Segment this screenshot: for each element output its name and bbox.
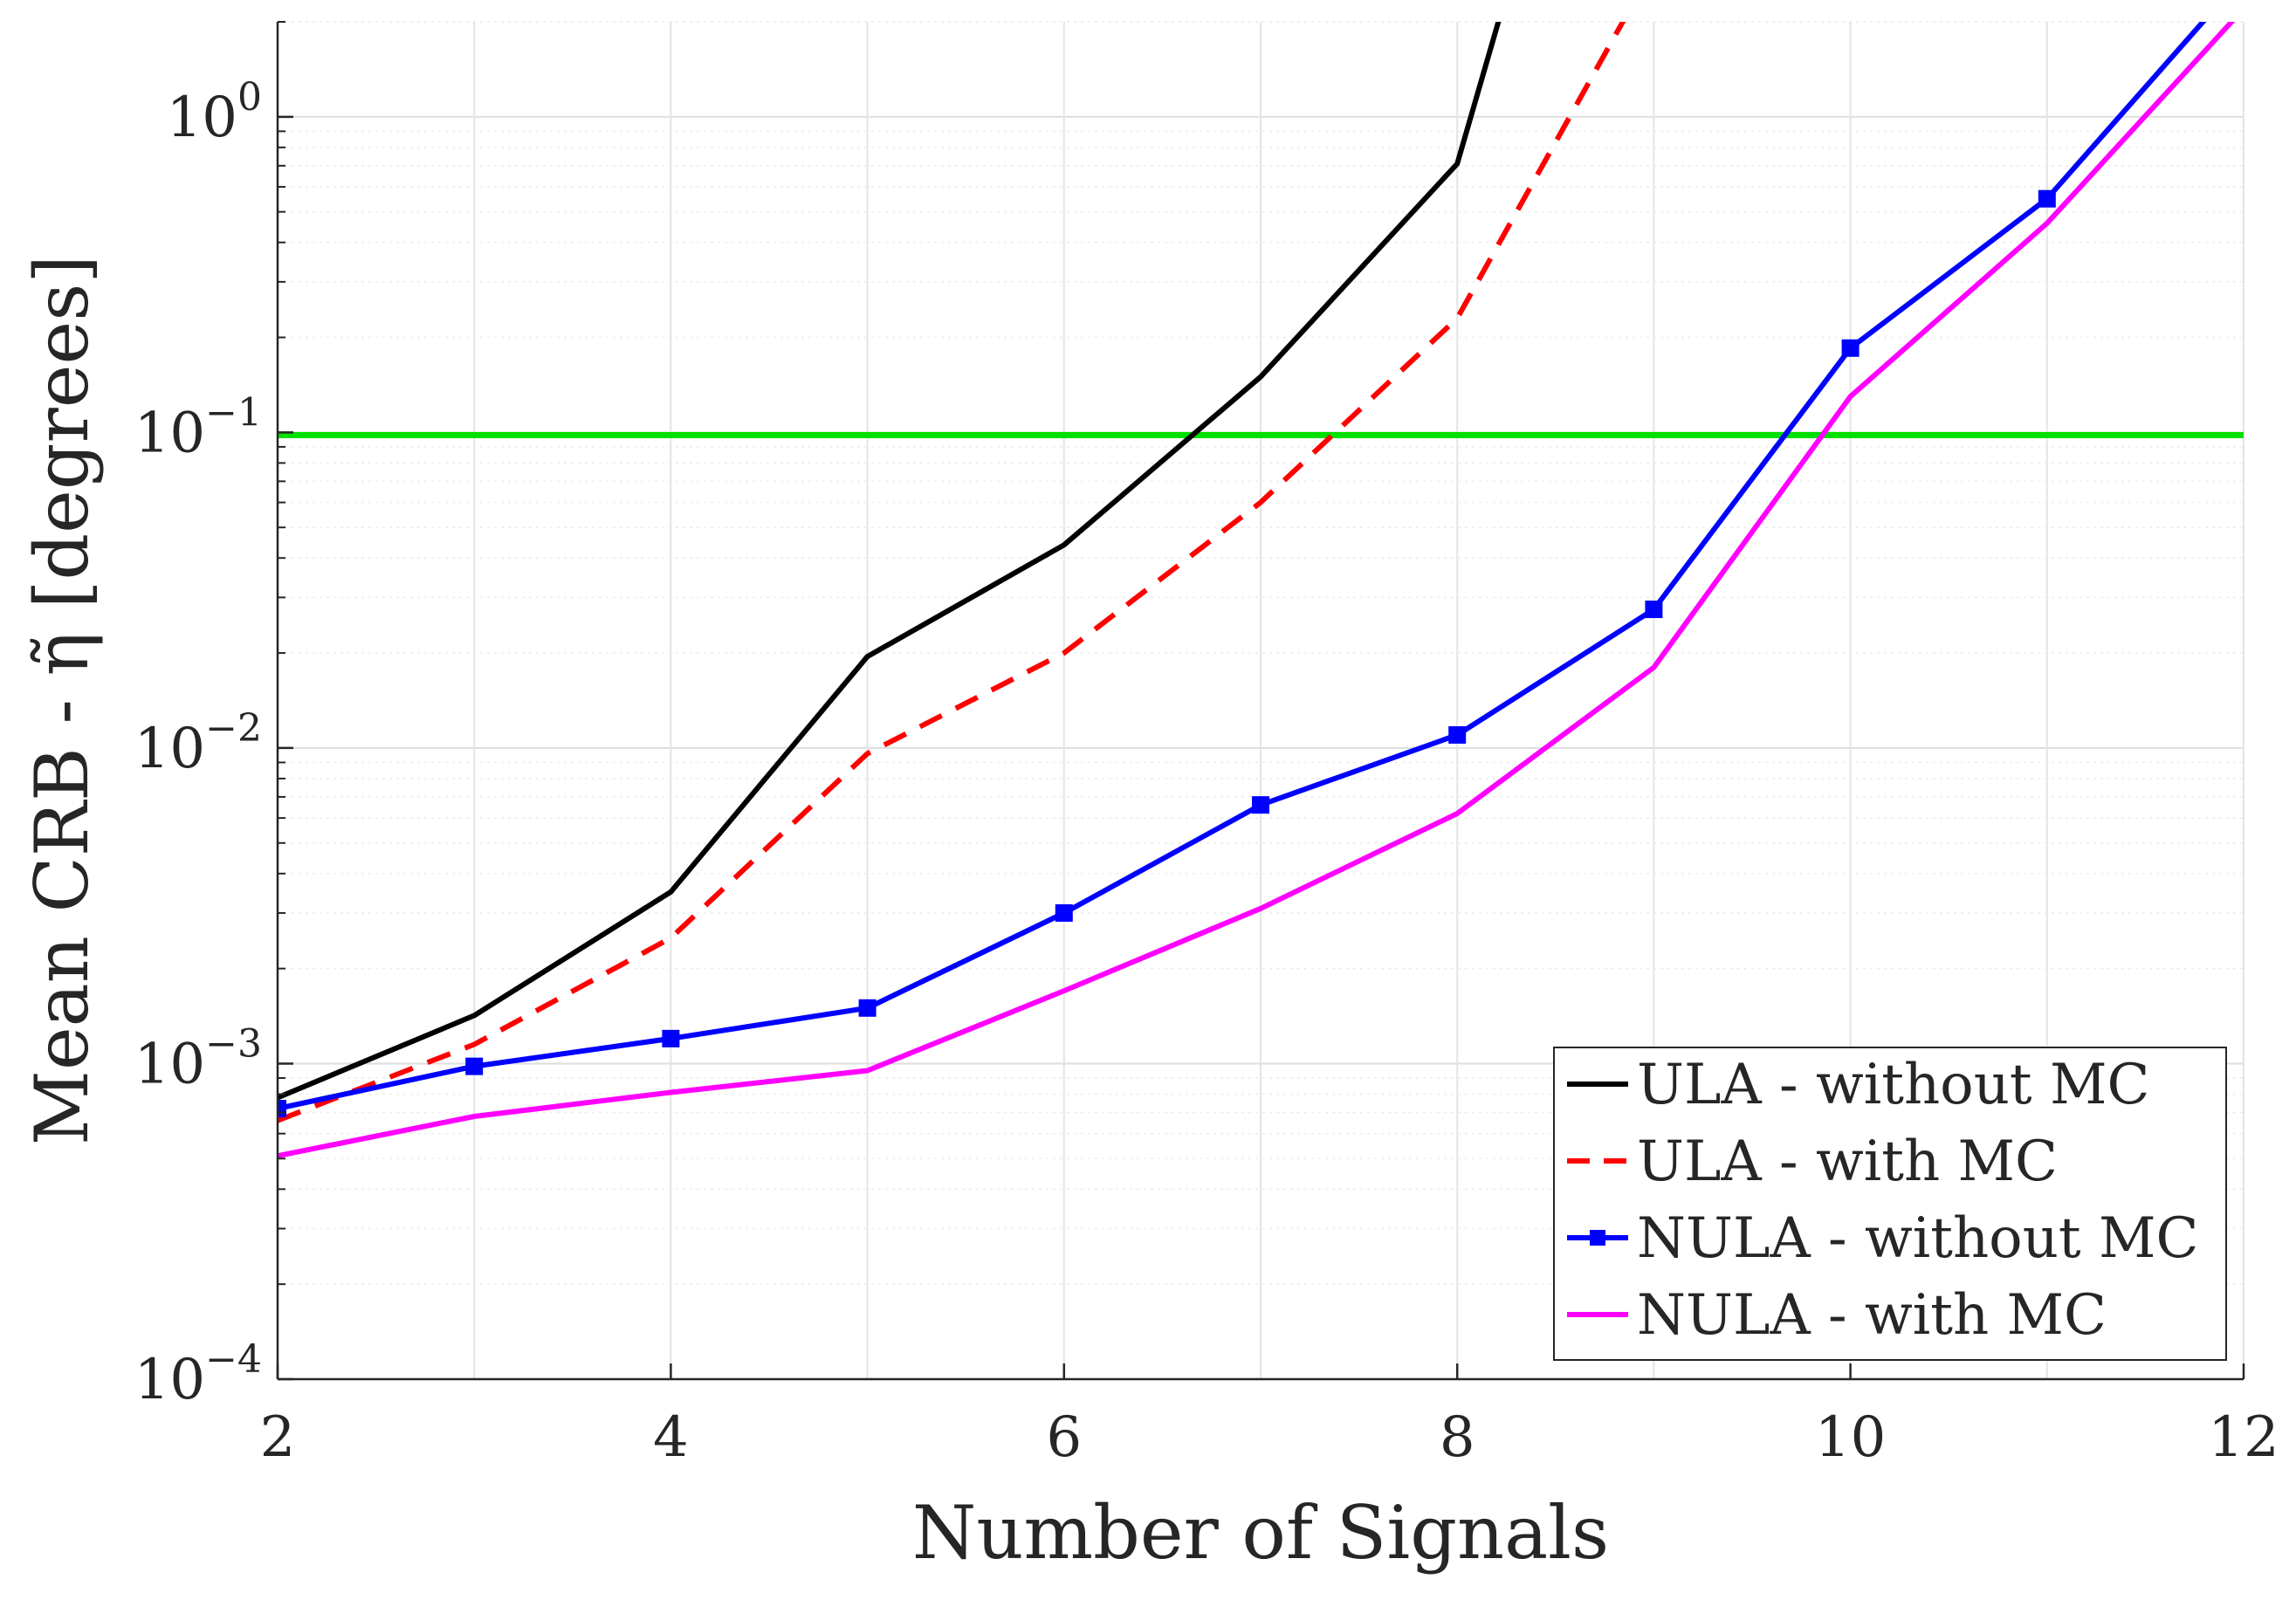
legend-item: ULA - without MC: [1567, 1053, 2149, 1117]
series-line-ula-with-mc: [278, 22, 1626, 1123]
legend-label: ULA - without MC: [1637, 1053, 2149, 1117]
x-tick-label: 6: [1046, 1405, 1082, 1470]
legend-box: [1553, 1047, 2227, 1361]
y-tick-label: 10−2: [134, 706, 262, 781]
axis-layer: [276, 22, 2244, 1381]
series-line-ula-without-mc: [278, 22, 1502, 1101]
data-point-nula-without-mc: [662, 1029, 680, 1047]
legend-item: NULA - without MC: [1567, 1206, 2198, 1271]
x-tick-label: 8: [1440, 1405, 1475, 1470]
y-tick-label: 10−3: [134, 1021, 262, 1096]
data-point-nula-without-mc: [1252, 796, 1269, 814]
series-layer: [278, 22, 2236, 1159]
x-tick-label: 4: [653, 1405, 689, 1470]
y-tick-label: 10−4: [134, 1337, 262, 1412]
legend-item: ULA - with MC: [1567, 1130, 2058, 1194]
data-point-nula-without-mc: [465, 1057, 484, 1075]
legend-label: NULA - with MC: [1637, 1283, 2107, 1348]
x-tick-label: 12: [2208, 1405, 2279, 1470]
data-point-nula-without-mc: [2038, 189, 2056, 208]
data-point-nula-without-mc: [278, 1100, 286, 1118]
y-axis-title: Mean CRB - η̃ [degrees]: [19, 255, 105, 1145]
data-point-nula-without-mc: [1841, 339, 1859, 357]
y-tick-label: 100: [167, 75, 262, 150]
legend-marker-square: [1590, 1230, 1605, 1246]
legend-label: ULA - with MC: [1637, 1130, 2058, 1194]
legend: ULA - without MC ULA - with MC NULA - wi…: [1553, 1047, 2227, 1361]
x-axis-title: Number of Signals: [912, 1490, 1609, 1576]
tick-layer: 2 4 6 8 10 12 10−4 10−3 10−2 10−1 100: [134, 21, 2279, 1470]
data-point-nula-without-mc: [1055, 903, 1073, 922]
series-line-nula-with-mc: [278, 22, 2236, 1159]
legend-item: NULA - with MC: [1567, 1283, 2107, 1348]
legend-label: NULA - without MC: [1637, 1206, 2198, 1271]
data-point-nula-without-mc: [1645, 601, 1663, 619]
x-tick-label: 10: [1815, 1405, 1886, 1470]
x-tick-label: 2: [260, 1405, 296, 1470]
data-point-nula-without-mc: [858, 999, 876, 1017]
y-tick-label: 10−1: [134, 390, 262, 465]
data-point-nula-without-mc: [1448, 725, 1467, 744]
